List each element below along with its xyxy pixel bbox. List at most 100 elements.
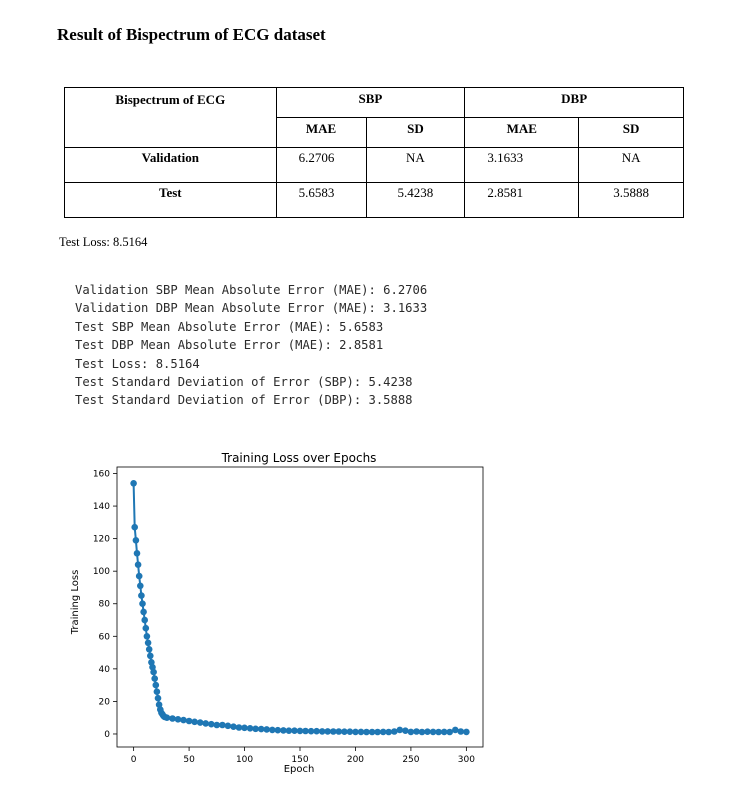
- data-point: [318, 728, 326, 735]
- cell-test-dbp-mae: 2.8581: [464, 182, 580, 218]
- data-point: [352, 728, 359, 736]
- table-row: Test 5.6583 5.4238 2.8581 3.5888: [64, 182, 684, 218]
- y-tick-label: 20: [99, 697, 111, 707]
- data-point: [132, 537, 140, 544]
- cell-validation-dbp-sd: NA: [578, 147, 684, 183]
- data-point: [138, 592, 145, 599]
- data-point: [463, 728, 470, 736]
- data-point: [143, 633, 151, 640]
- data-point: [280, 727, 287, 734]
- data-point: [219, 721, 226, 729]
- data-point: [185, 717, 193, 725]
- data-point: [357, 728, 365, 736]
- data-point: [202, 720, 209, 727]
- data-point: [151, 675, 158, 682]
- data-point: [307, 727, 315, 735]
- y-tick-label: 120: [93, 535, 110, 545]
- results-table: Bispectrum of ECG SBP DBP MAE SD MAE SD …: [64, 87, 684, 218]
- data-point: [230, 723, 237, 730]
- data-point: [131, 523, 138, 531]
- subheader-sbp-mae: MAE: [275, 117, 367, 148]
- x-tick-label: 150: [291, 755, 308, 765]
- data-point: [335, 728, 343, 735]
- x-tick-label: 100: [236, 755, 253, 765]
- data-point: [285, 727, 293, 734]
- console-line: Validation SBP Mean Absolute Error (MAE)…: [75, 283, 428, 297]
- training-loss-chart: Training Loss over Epochs Epoch Training…: [70, 451, 484, 775]
- data-point: [435, 728, 442, 736]
- table-corner-header: Bispectrum of ECG: [64, 87, 277, 148]
- y-tick-label: 100: [93, 567, 110, 577]
- y-tick-label: 160: [93, 470, 110, 480]
- data-point: [379, 728, 387, 736]
- subheader-dbp-mae: MAE: [464, 117, 580, 148]
- loss-series-line: [132, 483, 467, 734]
- chart-title: Training Loss over Epochs: [221, 451, 377, 465]
- cell-test-dbp-sd: 3.5888: [578, 182, 684, 218]
- cell-validation-dbp-mae: 3.1633: [464, 147, 580, 183]
- data-point: [133, 550, 141, 557]
- data-point: [235, 724, 243, 731]
- x-tick-label: 250: [402, 755, 419, 765]
- console-line: Test Standard Deviation of Error (DBP): …: [75, 393, 413, 408]
- cell-validation-sbp-mae: 6.2706: [275, 147, 367, 183]
- plot-frame: [116, 466, 484, 748]
- data-point: [413, 728, 420, 735]
- group-header-sbp: SBP: [275, 87, 466, 118]
- data-point: [302, 727, 309, 735]
- data-point: [163, 714, 171, 721]
- y-tick-label: 40: [99, 665, 111, 675]
- data-point: [135, 572, 143, 580]
- data-point: [141, 616, 148, 624]
- data-point: [363, 728, 370, 736]
- data-point: [368, 728, 376, 736]
- data-point: [196, 719, 204, 726]
- data-point: [241, 724, 248, 732]
- data-point: [213, 721, 221, 729]
- data-point: [274, 726, 282, 734]
- subheader-sbp-sd: SD: [365, 117, 466, 148]
- data-point: [147, 652, 154, 660]
- console-line: Test SBP Mean Absolute Error (MAE): 5.65…: [75, 319, 384, 334]
- data-point: [137, 582, 144, 590]
- cell-test-sbp-sd: 5.4238: [365, 182, 466, 218]
- data-point: [154, 694, 162, 702]
- data-point: [402, 727, 409, 734]
- data-point: [263, 726, 270, 733]
- data-point: [440, 728, 448, 736]
- data-point: [152, 681, 160, 689]
- data-point: [130, 480, 137, 487]
- y-axis-label: Training Loss: [70, 570, 81, 636]
- row-label-validation: Validation: [64, 147, 277, 183]
- y-tick-label: 0: [104, 730, 110, 740]
- console-line: Test Standard Deviation of Error (SBP): …: [75, 375, 413, 390]
- page-heading: Result of Bispectrum of ECG dataset: [57, 25, 326, 44]
- data-point: [269, 726, 276, 734]
- x-axis-label: Epoch: [284, 764, 315, 775]
- data-point: [324, 728, 332, 735]
- cell-test-sbp-mae: 5.6583: [275, 182, 367, 218]
- data-point: [145, 646, 153, 653]
- data-point: [180, 716, 187, 724]
- loss-series-points: [130, 480, 470, 736]
- data-point: [142, 624, 150, 632]
- data-point: [246, 725, 254, 732]
- subheader-dbp-sd: SD: [578, 117, 684, 148]
- data-point: [374, 728, 381, 736]
- axis-ticks: 0 50 100 150 200 250 300 0 20 40 60 80 100 120 140 160: [93, 470, 475, 765]
- x-tick-label: 50: [183, 755, 195, 765]
- data-point: [224, 722, 232, 730]
- y-tick-label: 140: [93, 502, 110, 512]
- data-point: [341, 728, 348, 735]
- console-line: Validation DBP Mean Absolute Error (MAE)…: [75, 301, 428, 316]
- data-point: [134, 561, 142, 568]
- data-point: [424, 728, 431, 735]
- data-point: [313, 727, 320, 735]
- data-point: [139, 600, 146, 607]
- data-point: [396, 726, 404, 734]
- data-point: [418, 728, 426, 736]
- x-tick-label: 0: [131, 755, 137, 765]
- x-tick-label: 200: [347, 755, 364, 765]
- data-point: [391, 728, 398, 735]
- data-point: [257, 725, 265, 733]
